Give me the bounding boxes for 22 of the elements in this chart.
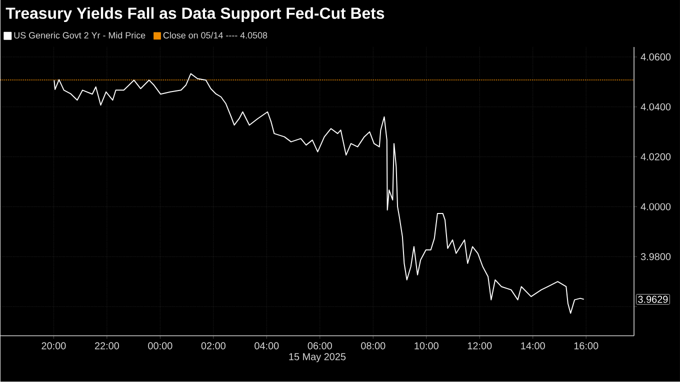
x-tick-label: 06:00 (308, 342, 332, 350)
x-tick-label: 08:00 (361, 342, 386, 350)
y-tick-label: 4.0600 (640, 54, 671, 61)
x-tick-label: 04:00 (254, 342, 279, 350)
x-tick-label: 02:00 (201, 342, 226, 350)
x-tick-label: 20:00 (42, 342, 66, 350)
x-tick-label: 16:00 (574, 342, 598, 350)
text: 3.9629 (638, 296, 668, 303)
legend-label: Close on 05/14 ---- 4.0508 (163, 32, 268, 39)
line-series (54, 73, 584, 314)
y-tick-label: 4.0200 (640, 153, 671, 160)
x-tick-label: 22:00 (94, 342, 120, 350)
legend-label: US Generic Govt 2 Yr - Mid Price (14, 32, 146, 39)
x-tick-label: 10:00 (414, 342, 438, 350)
x-tick-label: 00:00 (148, 342, 172, 350)
x-axis-title: 15 May 2025 (289, 353, 346, 362)
y-tick-label: 3.9800 (640, 253, 671, 260)
x-tick-label: 12:00 (468, 342, 492, 350)
x-tick-label: 14:00 (521, 342, 545, 350)
y-tick-label: 4.0000 (640, 203, 671, 210)
y-tick-label: 4.0400 (640, 103, 671, 111)
chart-title: Treasury Yields Fall as Data Support Fed-Cut Bets (6, 7, 384, 22)
